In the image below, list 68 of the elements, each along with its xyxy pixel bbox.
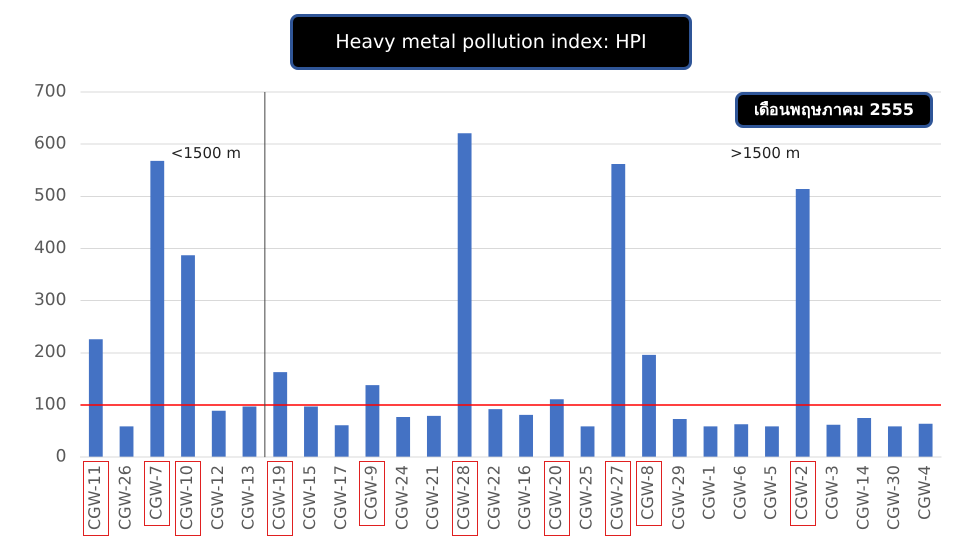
x-tick-label: CGW-29 (668, 465, 688, 530)
x-tick-label: CGW-15 (300, 465, 320, 530)
x-tick-label: CGW-28 (454, 465, 473, 530)
y-tick-label: 500 (34, 186, 66, 206)
x-tick-label: CGW-7 (146, 465, 166, 520)
x-tick-label: CGW-12 (208, 465, 227, 530)
bar (426, 416, 441, 457)
x-tick-label: CGW-10 (177, 465, 196, 530)
bar (212, 410, 226, 457)
x-tick-label: CGW-11 (84, 465, 104, 530)
bar (396, 416, 410, 457)
y-tick-label: 200 (34, 342, 66, 362)
x-tick-label: CGW-22 (484, 465, 504, 530)
y-tick-label: 600 (34, 134, 66, 154)
bar (704, 426, 718, 457)
bar (550, 399, 564, 457)
bar (857, 418, 872, 457)
bar (796, 189, 810, 457)
chart-title: Heavy metal pollution index: HPI (290, 14, 692, 70)
x-tick-label: CGW-5 (761, 465, 780, 520)
x-tick-label: CGW-24 (392, 465, 412, 530)
bar (672, 419, 687, 457)
y-tick-label: 300 (34, 290, 66, 310)
bar (765, 426, 779, 457)
x-tick-label: CGW-13 (238, 465, 258, 530)
bar (458, 133, 472, 457)
bar (150, 160, 164, 457)
bar (888, 426, 902, 457)
x-tick-label: CGW-27 (607, 465, 626, 530)
bar (642, 354, 656, 457)
y-tick-label: 100 (34, 394, 66, 414)
bar (88, 339, 103, 457)
y-tick-label: 700 (34, 81, 66, 102)
bar (611, 164, 626, 457)
annotation: <1500 m (170, 144, 241, 162)
bar (334, 425, 349, 457)
bar (580, 426, 594, 457)
text: เดือนพฤษภาคม 2555 (735, 92, 933, 128)
x-tick-label: CGW-9 (362, 465, 381, 520)
bar (918, 424, 933, 457)
x-tick-label: CGW-19 (269, 465, 288, 530)
x-tick-label: CGW-25 (576, 465, 596, 530)
x-tick-label: CGW-30 (884, 465, 904, 530)
bar (519, 414, 534, 457)
bar (366, 385, 380, 457)
bar (181, 255, 195, 457)
x-tick-label: CGW-16 (515, 465, 534, 530)
y-tick-label: 400 (34, 238, 66, 258)
x-tick-label: CGW-1 (700, 465, 719, 520)
x-tick-label: CGW-21 (423, 465, 442, 530)
y-tick-label: 0 (56, 446, 66, 467)
x-tick-label: CGW-8 (638, 465, 658, 520)
x-tick-label: CGW-14 (853, 465, 872, 530)
x-tick-label: CGW-26 (116, 465, 135, 530)
x-tick-label: CGW-3 (822, 465, 842, 520)
x-tick-label: CGW-6 (730, 465, 750, 520)
annotation: >1500 m (730, 144, 800, 162)
bar (826, 424, 840, 457)
x-tick-label: CGW-17 (330, 465, 350, 530)
x-tick-label: CGW-20 (546, 465, 565, 530)
x-tick-label: CGW-2 (792, 465, 811, 520)
bar (273, 372, 288, 457)
x-tick-label: CGW-4 (914, 465, 934, 520)
bar (304, 406, 318, 457)
bar (488, 409, 502, 457)
bar (242, 406, 256, 457)
bar (734, 424, 748, 457)
bar (120, 426, 134, 457)
